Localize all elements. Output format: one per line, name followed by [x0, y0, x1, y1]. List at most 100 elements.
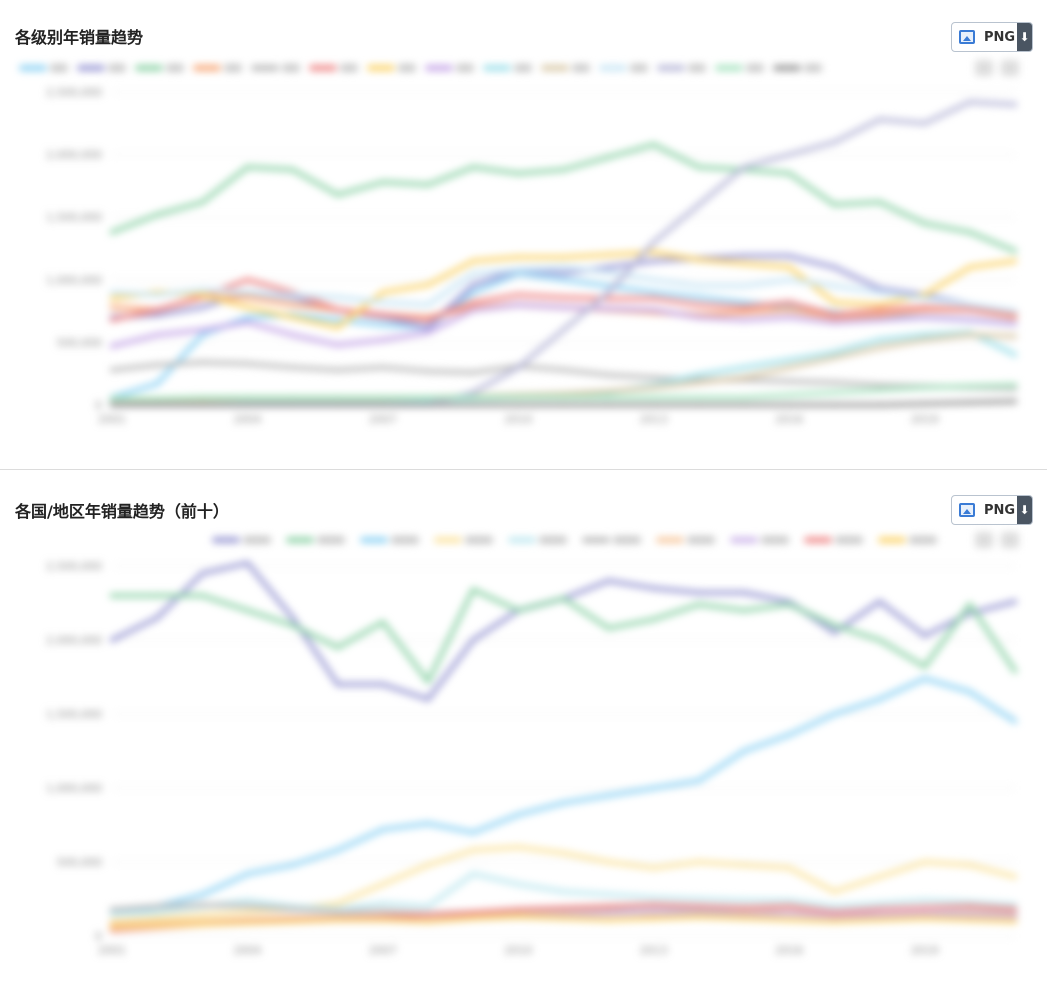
data-point	[516, 365, 520, 370]
data-point	[697, 380, 701, 385]
data-point	[742, 284, 746, 288]
legend-next-icon	[1001, 60, 1019, 76]
data-point	[877, 286, 882, 291]
data-point	[561, 801, 566, 805]
data-point	[245, 395, 250, 400]
data-point	[381, 403, 385, 407]
data-point	[200, 200, 204, 204]
data-point	[471, 588, 475, 592]
data-point	[877, 918, 882, 922]
data-point	[471, 395, 475, 400]
legend-label	[761, 536, 789, 544]
y-tick-label: 500,000	[57, 336, 103, 349]
legend-next-icon	[1001, 532, 1019, 548]
data-point	[652, 866, 656, 870]
data-point	[923, 912, 927, 916]
y-tick-label: 500,000	[57, 856, 103, 869]
data-point	[652, 296, 656, 301]
data-point	[155, 313, 159, 317]
data-point	[742, 906, 746, 910]
data-point	[652, 290, 656, 294]
data-point	[110, 912, 114, 916]
data-point	[607, 892, 611, 897]
legend-label	[630, 64, 648, 72]
data-point	[923, 338, 927, 342]
data-point	[607, 904, 611, 908]
data-point	[381, 909, 385, 913]
legend-label	[398, 64, 416, 72]
data-point	[1013, 353, 1017, 357]
data-point	[742, 261, 746, 266]
data-point	[742, 916, 746, 920]
data-point	[155, 308, 159, 312]
data-point	[336, 901, 340, 906]
data-point	[155, 403, 159, 407]
x-tick-label: 2019	[911, 944, 939, 957]
data-point	[336, 318, 340, 322]
legend-label	[687, 536, 715, 544]
png-export-button[interactable]: PNG ⬇	[951, 22, 1033, 52]
data-point	[381, 882, 385, 886]
data-point	[832, 919, 837, 923]
chart-title: 各国/地区年销量趋势（前十）	[15, 502, 229, 521]
data-point	[652, 903, 656, 907]
data-point	[742, 898, 746, 903]
legend-label	[282, 64, 300, 72]
data-point	[832, 140, 837, 144]
data-point	[110, 305, 114, 309]
data-point	[968, 690, 972, 694]
data-point	[1013, 903, 1017, 907]
data-point	[291, 293, 295, 297]
legend-label	[340, 64, 358, 72]
data-point	[607, 403, 611, 407]
data-point	[697, 915, 701, 919]
data-point	[471, 910, 475, 914]
data-point	[245, 362, 250, 366]
legend-label	[108, 64, 126, 72]
data-point	[742, 403, 746, 407]
data-point	[832, 915, 837, 919]
data-point	[471, 290, 475, 294]
legend-label	[613, 536, 641, 544]
data-point	[561, 328, 566, 332]
data-point	[1013, 919, 1017, 923]
download-arrow-icon[interactable]: ⬇	[1017, 496, 1032, 524]
data-point	[516, 907, 520, 911]
data-point	[923, 385, 927, 390]
data-point	[832, 355, 837, 360]
data-point	[155, 363, 159, 367]
data-point	[426, 183, 430, 187]
data-point	[877, 599, 882, 604]
data-point	[787, 308, 791, 312]
png-export-label: PNG	[984, 29, 1016, 45]
data-point	[968, 308, 972, 312]
data-point	[787, 393, 791, 397]
data-point	[561, 890, 566, 894]
data-point	[200, 305, 204, 309]
data-point	[471, 848, 475, 852]
data-point	[968, 918, 972, 922]
data-point	[923, 906, 927, 910]
data-point	[968, 900, 972, 904]
data-point	[697, 373, 701, 377]
data-point	[968, 913, 972, 917]
data-point	[607, 395, 611, 400]
data-point	[426, 283, 430, 287]
data-point	[110, 638, 114, 642]
legend-label	[572, 64, 590, 72]
data-point	[471, 830, 475, 834]
data-point	[110, 290, 114, 294]
data-point	[245, 403, 250, 407]
download-arrow-icon[interactable]: ⬇	[1017, 23, 1032, 51]
data-point	[200, 395, 204, 400]
data-point	[245, 608, 250, 612]
png-export-button[interactable]: PNG ⬇	[951, 495, 1033, 525]
data-point	[516, 255, 520, 259]
data-point	[426, 697, 430, 701]
data-point	[1013, 383, 1017, 387]
legend-label	[909, 536, 937, 544]
data-point	[877, 638, 882, 642]
data-point	[561, 255, 566, 259]
data-point	[652, 142, 656, 147]
image-icon	[959, 30, 975, 44]
